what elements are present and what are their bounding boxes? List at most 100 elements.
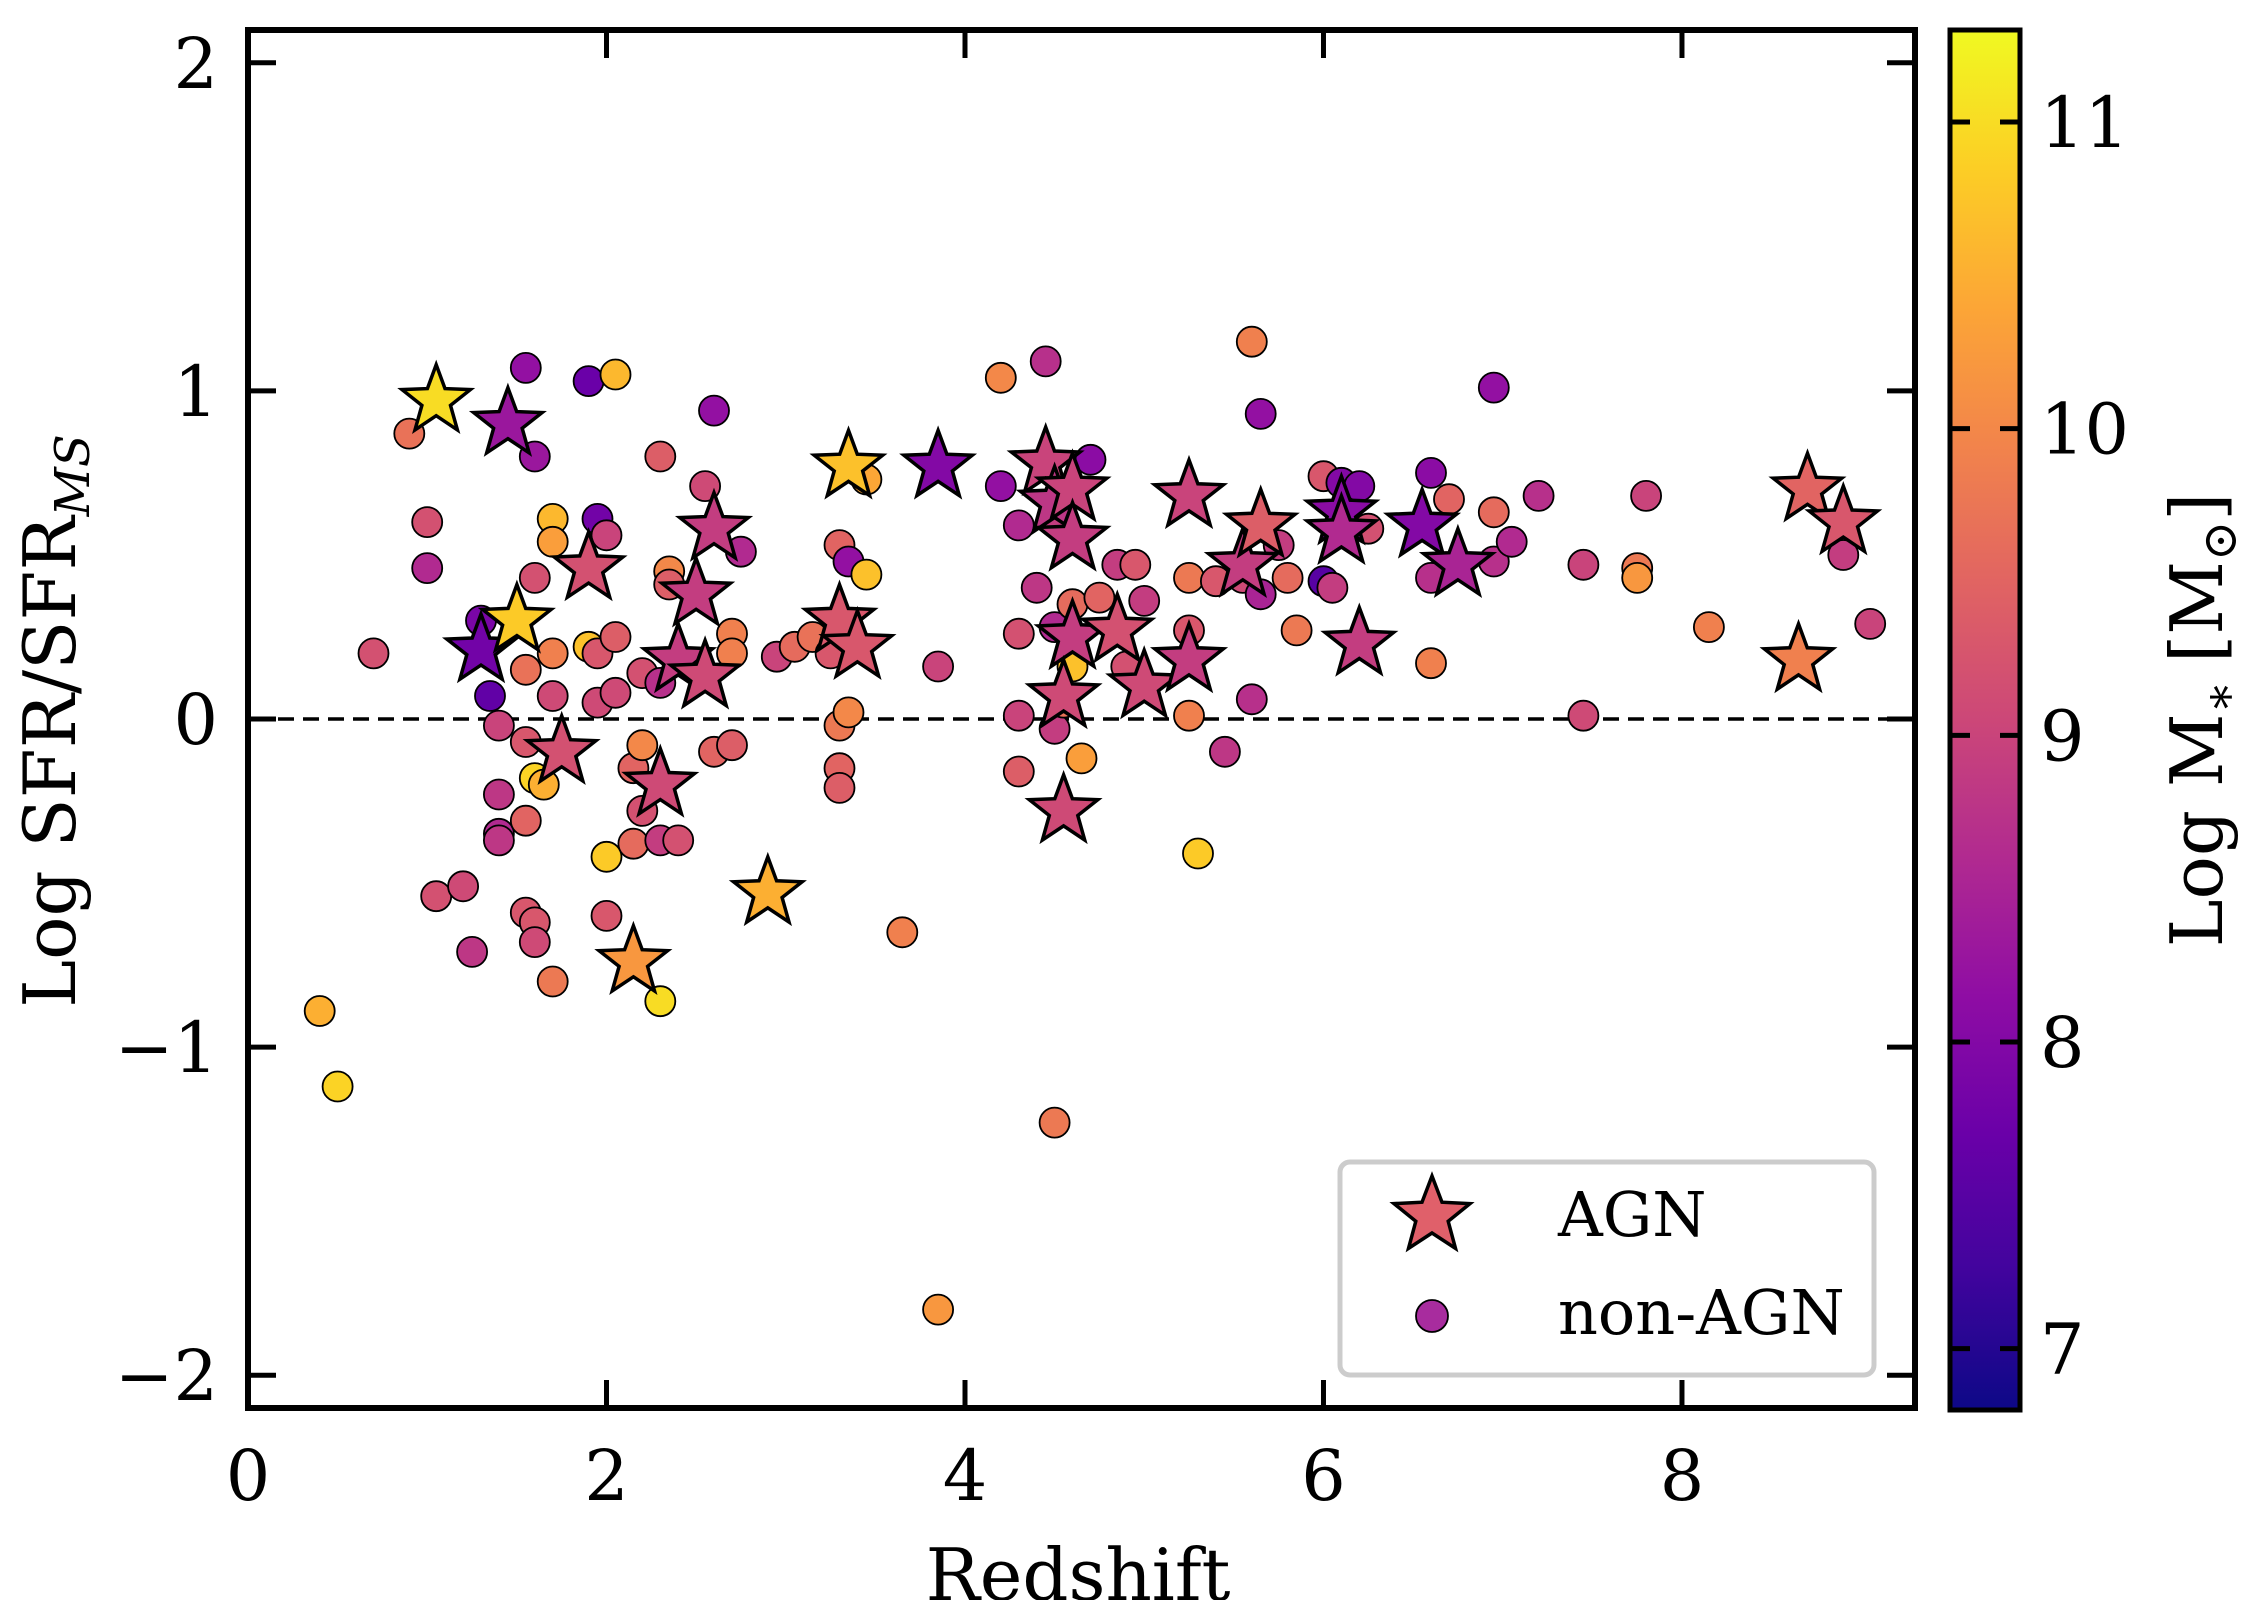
- non-agn-point: [1038, 1106, 1071, 1139]
- non-agn-point: [590, 519, 623, 552]
- non-agn-point: [1119, 548, 1152, 581]
- colorbar-frame: [1947, 27, 2023, 1413]
- non-agn-point: [1002, 617, 1035, 650]
- legend: AGN non-AGN: [1337, 1159, 1877, 1378]
- colorbar-title-main: Log M: [2155, 713, 2239, 947]
- colorbar-title: Log M∗ [M⊙]: [2155, 493, 2248, 948]
- non-agn-point: [1621, 562, 1654, 594]
- non-agn-point: [1693, 611, 1725, 643]
- agn-point: [674, 487, 754, 562]
- non-agn-point: [922, 650, 954, 683]
- agn-point: [1105, 645, 1184, 720]
- legend-agn-label: AGN: [1557, 1178, 1707, 1251]
- agn-point: [1149, 454, 1229, 530]
- non-agn-point: [509, 804, 542, 837]
- non-agn-point: [474, 680, 506, 712]
- non-agn-point: [823, 772, 856, 804]
- colorbar-tick-label: 7: [2040, 1309, 2085, 1391]
- non-agn-point: [536, 965, 569, 998]
- non-agn-point: [1002, 699, 1035, 732]
- non-agn-point: [644, 985, 677, 1018]
- non-agn-point: [1630, 479, 1662, 512]
- y-tick-label: −2: [115, 1335, 218, 1417]
- legend-box: [1337, 1159, 1877, 1378]
- non-agn-point: [1083, 581, 1116, 614]
- colorbar-tick-label: 8: [2040, 1002, 2085, 1084]
- x-tick-label: 4: [943, 1435, 988, 1517]
- non-agn-point: [482, 778, 515, 811]
- agn-point: [522, 710, 601, 785]
- plot-area: 0 2 4 6 8 2 1 0 −1 −2: [115, 23, 1918, 1517]
- non-agn-point: [590, 900, 623, 932]
- x-tick-label: 0: [226, 1435, 271, 1517]
- non-agn-point: [420, 880, 453, 913]
- non-agn-point: [1567, 548, 1600, 581]
- non-agn-point: [850, 558, 883, 591]
- colorbar-title-subscript: ∗: [2192, 681, 2248, 714]
- non-agn-point: [1433, 483, 1465, 516]
- agn-point: [1382, 484, 1462, 559]
- non-agn-point: [984, 470, 1017, 503]
- agn-point: [549, 527, 628, 602]
- non-agn-point: [1280, 614, 1313, 647]
- y-tick-label: 1: [173, 351, 218, 433]
- agn-point: [657, 553, 736, 628]
- non-agn-point: [1002, 755, 1035, 788]
- colorbar-title-unit: [M: [2155, 561, 2239, 663]
- non-agn-point: [1854, 608, 1887, 640]
- non-agn-point: [536, 680, 569, 712]
- non-agn-point: [1128, 585, 1161, 617]
- agn-point: [665, 635, 745, 710]
- colorbar-title-unit-subscript: ⊙: [2192, 521, 2248, 561]
- non-agn-point: [599, 676, 632, 709]
- non-agn-point: [662, 824, 695, 857]
- non-agn-point: [518, 926, 551, 958]
- y-axis-title-main: Log SFR/SFR: [8, 515, 92, 1008]
- non-agn-point: [456, 936, 489, 968]
- agn-point: [1078, 589, 1157, 664]
- legend-agn-star: [1389, 1171, 1475, 1253]
- non-agn-point: [698, 394, 730, 427]
- colorbar: 11 10 9 8 7: [1947, 27, 2129, 1413]
- non-agn-point: [626, 729, 659, 762]
- non-agn-point: [482, 709, 515, 742]
- non-agn-point: [572, 365, 605, 398]
- non-agn-point: [886, 916, 919, 949]
- colorbar-tick-label: 10: [2040, 389, 2129, 471]
- non-agn-point: [536, 525, 569, 558]
- agn-point: [1149, 618, 1229, 694]
- x-tick-label: 6: [1301, 1435, 1346, 1517]
- non-agn-point: [411, 506, 444, 538]
- colorbar-tick-label: 9: [2040, 695, 2085, 777]
- agn-point: [1418, 523, 1498, 598]
- colorbar-gradient: [1950, 30, 2020, 1410]
- non-agn-point: [509, 351, 542, 384]
- non-agn-point: [303, 995, 336, 1027]
- colorbar-tick-label: 11: [2040, 82, 2129, 164]
- non-agn-point: [1244, 397, 1277, 430]
- non-agn-point: [644, 440, 677, 473]
- non-agn-point: [832, 696, 865, 729]
- non-agn-point: [716, 729, 748, 762]
- non-agn-point: [590, 840, 623, 873]
- legend-non-agn-marker: [1415, 1299, 1449, 1333]
- non-agn-point: [1209, 735, 1241, 768]
- x-axis-title: Redshift: [926, 1533, 1231, 1600]
- non-agn-point: [1316, 571, 1349, 604]
- non-agn-point: [1271, 562, 1304, 594]
- non-agn-point: [599, 358, 632, 391]
- x-tick-label: 8: [1660, 1435, 1705, 1517]
- non-agn-point: [1029, 345, 1062, 378]
- non-agn-point: [617, 827, 650, 860]
- agn-point: [1759, 618, 1838, 694]
- non-agn-point: [509, 653, 542, 686]
- non-agn-point: [1477, 496, 1510, 529]
- agn-point: [1302, 490, 1381, 566]
- agn-point: [728, 851, 807, 927]
- legend-agn-marker: [1389, 1171, 1475, 1253]
- agn-point: [1768, 448, 1847, 523]
- non-agn-point: [1173, 562, 1205, 594]
- agn-point: [594, 920, 673, 995]
- agn-point: [1804, 481, 1883, 556]
- non-agn-point: [447, 870, 480, 903]
